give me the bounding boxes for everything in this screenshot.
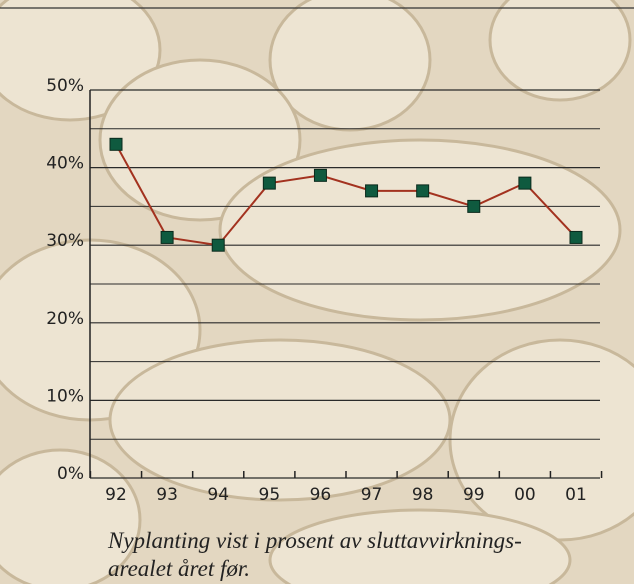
caption: arealet året før. — [108, 556, 250, 581]
x-tick-label: 94 — [207, 485, 229, 505]
y-tick-label: 40% — [46, 154, 84, 174]
caption: Nyplanting vist i prosent av sluttavvirk… — [107, 528, 522, 553]
point-marker — [467, 199, 481, 213]
x-tick-label: 98 — [412, 485, 434, 505]
y-tick-label: 30% — [46, 231, 84, 251]
series-line — [115, 143, 577, 247]
x-tick-label: 93 — [156, 485, 178, 505]
x-tick-label: 01 — [565, 485, 587, 505]
point-marker — [365, 184, 379, 198]
x-tick-label: 96 — [310, 485, 332, 505]
point-marker — [211, 238, 225, 252]
y-tick-label: 50% — [46, 76, 84, 96]
point-marker — [160, 230, 174, 244]
x-tick-label: 00 — [514, 485, 536, 505]
x-tick-label: 99 — [463, 485, 485, 505]
point-marker — [313, 168, 327, 182]
point-marker — [416, 184, 430, 198]
x-tick-label: 92 — [105, 485, 127, 505]
y-tick-label: 10% — [46, 386, 84, 406]
point-marker — [518, 176, 532, 190]
y-tick-label: 20% — [46, 309, 84, 329]
point-marker — [569, 230, 583, 244]
point-marker — [262, 176, 276, 190]
point-marker — [109, 137, 123, 151]
x-tick-label: 95 — [259, 485, 281, 505]
y-tick-label: 0% — [57, 464, 84, 484]
x-tick-label: 97 — [361, 485, 383, 505]
